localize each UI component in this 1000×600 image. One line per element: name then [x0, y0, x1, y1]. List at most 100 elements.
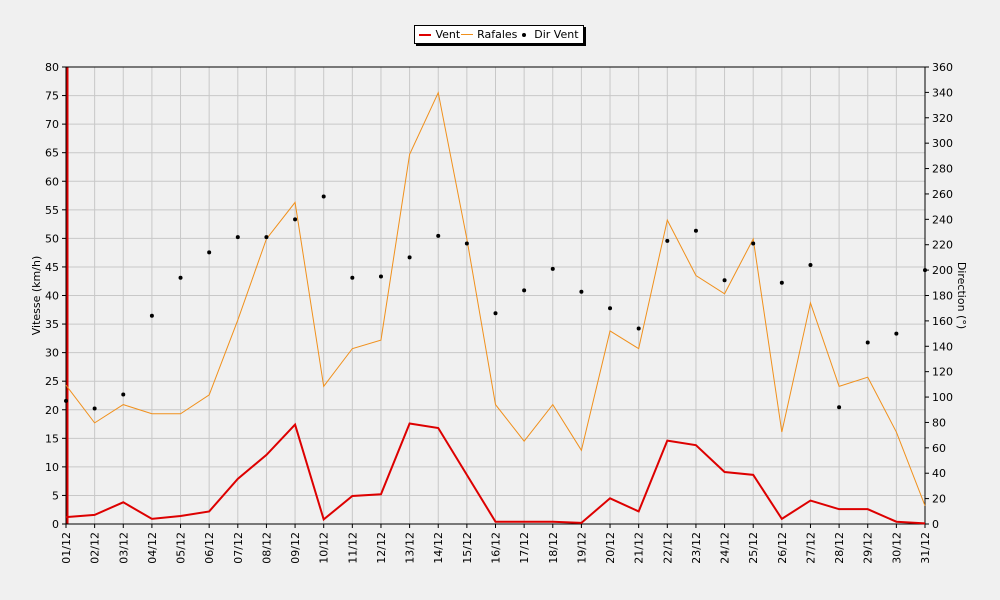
- x-tick-label: 02/12: [89, 532, 102, 564]
- x-tick-label: 16/12: [490, 532, 503, 564]
- y2-tick-label: 160: [932, 315, 953, 328]
- x-tick-label: 04/12: [146, 532, 159, 564]
- series: [64, 91, 927, 525]
- point-dir-vent: [92, 406, 97, 411]
- point-dir-vent: [121, 392, 126, 397]
- point-dir-vent: [923, 268, 927, 273]
- x-tick-label: 18/12: [547, 532, 560, 564]
- point-dir-vent: [149, 313, 154, 318]
- point-dir-vent: [436, 233, 441, 238]
- y2-tick-label: 360: [932, 61, 953, 74]
- x-tick-label: 27/12: [804, 532, 817, 564]
- legend-label-dir-vent: Dir Vent: [534, 28, 579, 41]
- y-axis-label: Vitesse (km/h): [30, 256, 43, 336]
- x-tick-label: 19/12: [575, 532, 588, 564]
- y2-tick-label: 280: [932, 163, 953, 176]
- x-tick-label: 06/12: [203, 532, 216, 564]
- y-tick-label: 60: [45, 175, 59, 188]
- y-tick-label: 55: [45, 204, 59, 217]
- point-dir-vent: [235, 235, 240, 240]
- point-dir-vent: [321, 194, 326, 199]
- y2-tick-label: 300: [932, 137, 953, 150]
- x-tick-label: 15/12: [461, 532, 474, 564]
- legend-swatch-vent: [419, 33, 432, 36]
- axes: 0 5 10 15 20 25 30 35 40 45 50 55 60 65 70 75 80 0 20 40 60 8…: [45, 61, 953, 564]
- legend-swatch-rafales: [461, 34, 474, 35]
- legend-item-rafales: Rafales: [461, 28, 517, 41]
- y-tick-label: 45: [45, 261, 59, 274]
- legend: Vent Rafales Dir Vent: [414, 25, 584, 44]
- y2-tick-label: 40: [932, 467, 946, 480]
- x-tick-label: 01/12: [60, 532, 73, 564]
- y2-axis-label: Direction (°): [955, 262, 968, 329]
- point-dir-vent: [808, 263, 813, 268]
- point-dir-vent: [378, 274, 383, 279]
- point-dir-vent: [178, 275, 183, 280]
- point-dir-vent: [464, 241, 469, 246]
- x-tick-label: 20/12: [604, 532, 617, 564]
- y2-tick-label: 340: [932, 86, 953, 99]
- point-dir-vent: [264, 235, 269, 240]
- x-tick-label: 30/12: [890, 532, 903, 564]
- y-tick-label: 25: [45, 375, 59, 388]
- point-dir-vent: [837, 405, 842, 410]
- y-tick-label: 0: [52, 518, 59, 531]
- x-tick-label: 26/12: [776, 532, 789, 564]
- grid: [65, 66, 926, 525]
- x-tick-label: 10/12: [318, 532, 331, 564]
- y-tick-label: 5: [52, 489, 59, 502]
- x-tick-label: 09/12: [289, 532, 302, 564]
- x-tick-label: 12/12: [375, 532, 388, 564]
- y2-tick-label: 120: [932, 366, 953, 379]
- y-tick-label: 10: [45, 461, 59, 474]
- y-tick-label: 40: [45, 290, 59, 303]
- y2-tick-label: 100: [932, 391, 953, 404]
- legend-item-dir-vent: Dir Vent: [518, 28, 579, 41]
- point-dir-vent: [64, 398, 68, 403]
- y2-tick-label: 240: [932, 213, 953, 226]
- point-dir-vent: [608, 306, 613, 311]
- x-tick-label: 07/12: [232, 532, 245, 564]
- x-tick-label: 28/12: [833, 532, 846, 564]
- x-tick-label: 03/12: [117, 532, 130, 564]
- y-tick-label: 35: [45, 318, 59, 331]
- y2-tick-label: 0: [932, 518, 939, 531]
- x-tick-label: 21/12: [633, 532, 646, 564]
- series-line-vent: [65, 422, 926, 525]
- x-tick-label: 23/12: [690, 532, 703, 564]
- legend-label-vent: Vent: [435, 28, 461, 41]
- y2-tick-label: 20: [932, 493, 946, 506]
- y2-tick-label: 260: [932, 188, 953, 201]
- y-tick-label: 50: [45, 232, 59, 245]
- y2-tick-label: 80: [932, 416, 946, 429]
- point-dir-vent: [865, 340, 870, 345]
- x-tick-label: 14/12: [432, 532, 445, 564]
- x-tick-label: 31/12: [919, 532, 932, 564]
- y-tick-label: 30: [45, 347, 59, 360]
- point-dir-vent: [579, 289, 584, 294]
- point-dir-vent: [894, 331, 899, 336]
- y2-tick-label: 200: [932, 264, 953, 277]
- legend-item-vent: Vent: [419, 28, 460, 41]
- y-tick-label: 75: [45, 90, 59, 103]
- point-dir-vent: [350, 275, 355, 280]
- point-dir-vent: [522, 288, 527, 293]
- point-dir-vent: [293, 217, 298, 222]
- point-dir-vent: [751, 241, 756, 246]
- legend-label-rafales: Rafales: [477, 28, 518, 41]
- y-tick-label: 80: [45, 61, 59, 74]
- y2-tick-label: 220: [932, 239, 953, 252]
- x-tick-label: 25/12: [747, 532, 760, 564]
- point-dir-vent: [693, 228, 698, 233]
- point-dir-vent: [207, 250, 212, 255]
- y2-tick-label: 180: [932, 290, 953, 303]
- point-dir-vent: [407, 255, 412, 260]
- point-dir-vent: [493, 311, 498, 316]
- y2-tick-label: 320: [932, 112, 953, 125]
- x-tick-label: 11/12: [346, 532, 359, 564]
- x-tick-label: 08/12: [260, 532, 273, 564]
- series-line-rafales: [65, 91, 926, 506]
- point-dir-vent: [636, 326, 641, 331]
- point-dir-vent: [550, 266, 555, 271]
